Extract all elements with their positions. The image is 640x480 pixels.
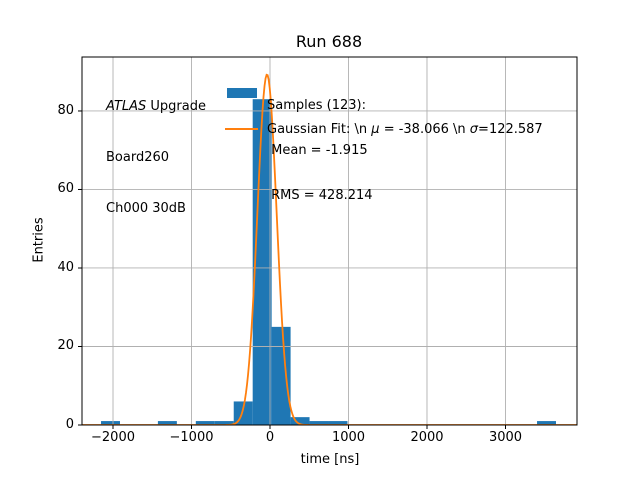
x-tick-label: 0 bbox=[265, 430, 275, 445]
legend-gaussian-sigma-symbol: σ bbox=[469, 122, 479, 137]
annotation-experiment-line: ATLAS Upgrade bbox=[106, 98, 206, 115]
annotation-block: ATLAS Upgrade Board260 Ch000 30dB bbox=[106, 64, 206, 251]
y-tick-label: 40 bbox=[57, 259, 74, 275]
chart-title: Run 688 bbox=[295, 32, 363, 51]
legend-entry-samples: Samples (123): Mean = -1.915 RMS = 428.2… bbox=[267, 68, 373, 233]
y-axis-label: Entries bbox=[31, 217, 47, 263]
histogram-bar bbox=[328, 421, 348, 425]
x-tick-label: −2000 bbox=[91, 430, 135, 445]
x-tick-label: −1000 bbox=[169, 430, 214, 445]
legend-samples-rms: RMS = 428.214 bbox=[267, 188, 373, 203]
legend-samples-mean: Mean = -1.915 bbox=[267, 143, 368, 158]
legend-entry-gaussian: Gaussian Fit: \n μ = -38.066 \n σ=122.58… bbox=[267, 122, 543, 137]
histogram-bar bbox=[271, 326, 291, 425]
legend-gaussian-prefix: Gaussian Fit: \n bbox=[267, 122, 372, 137]
tick-marks bbox=[78, 110, 506, 429]
histogram-bar bbox=[101, 421, 120, 425]
y-tick-label: 80 bbox=[57, 102, 74, 118]
axes-border bbox=[81, 56, 578, 426]
x-tick-label: 3000 bbox=[488, 430, 523, 445]
histogram-bar bbox=[195, 421, 215, 425]
x-tick-label: 1000 bbox=[331, 430, 366, 445]
x-tick-label: 2000 bbox=[410, 430, 444, 445]
annotation-board: Board260 bbox=[106, 150, 170, 165]
y-tick-label: 60 bbox=[57, 181, 74, 197]
histogram-bar bbox=[290, 417, 310, 425]
annotation-experiment: ATLAS bbox=[106, 99, 147, 114]
legend-swatch-samples bbox=[227, 88, 257, 98]
legend-swatch-gaussian-line bbox=[225, 128, 258, 130]
histogram-bar bbox=[214, 421, 234, 425]
legend-samples-title: Samples (123): bbox=[267, 98, 366, 113]
x-axis-label: time [ns] bbox=[300, 452, 360, 467]
histogram-bar bbox=[157, 421, 177, 425]
legend-gaussian-mu-symbol: μ bbox=[371, 122, 380, 137]
annotation-experiment-suffix: Upgrade bbox=[146, 99, 206, 114]
histogram-bar bbox=[252, 99, 272, 425]
histogram-bars bbox=[101, 99, 556, 425]
legend-gaussian-mu-value: = -38.066 \n bbox=[379, 122, 470, 137]
annotation-channel: Ch000 30dB bbox=[106, 201, 186, 216]
y-tick-label: 0 bbox=[65, 417, 74, 432]
histogram-bar bbox=[309, 421, 329, 425]
y-tick-label: 20 bbox=[57, 338, 74, 354]
histogram-bar bbox=[537, 421, 556, 425]
legend-gaussian-sigma-value: =122.587 bbox=[478, 122, 543, 137]
